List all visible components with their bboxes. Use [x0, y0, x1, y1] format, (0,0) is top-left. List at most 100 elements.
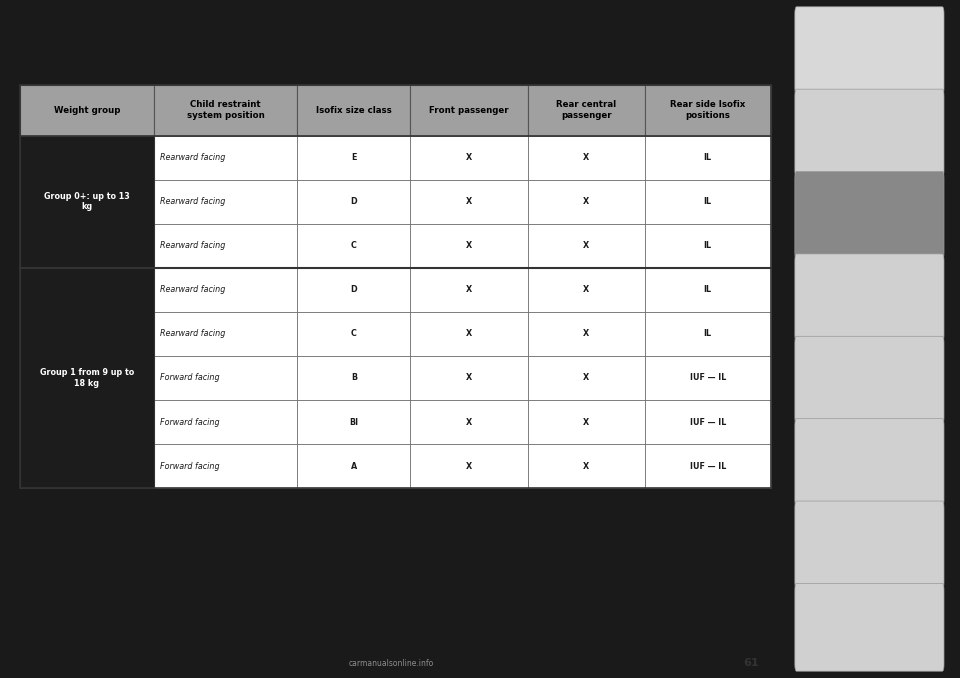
Bar	[410, 85, 528, 136]
Bar	[528, 180, 645, 224]
Text: Rear side Isofix
positions: Rear side Isofix positions	[670, 100, 745, 120]
Text: C: C	[351, 330, 357, 338]
Text: D: D	[350, 197, 357, 206]
Text: Rearward facing: Rearward facing	[160, 285, 226, 294]
Bar	[528, 224, 645, 268]
Bar	[528, 136, 645, 180]
FancyBboxPatch shape	[795, 418, 944, 506]
Text: X: X	[466, 374, 472, 382]
Bar	[19, 85, 771, 488]
Bar	[155, 136, 298, 180]
Bar	[298, 268, 410, 312]
Bar	[645, 180, 771, 224]
Text: IL: IL	[704, 285, 711, 294]
Text: Front passenger: Front passenger	[429, 106, 509, 115]
Bar	[410, 312, 528, 356]
Bar	[19, 400, 155, 444]
Bar	[410, 268, 528, 312]
Bar	[528, 356, 645, 400]
Text: X: X	[583, 285, 589, 294]
Text: IUF: suitable for specific Isofix type child restraint systems and approved for : IUF: suitable for specific Isofix type c…	[19, 574, 357, 580]
Text: Forward facing: Forward facing	[160, 374, 220, 382]
Text: The table below shows the different installation possibilities of Isofix child r: The table below shows the different inst…	[19, 44, 516, 64]
Text: Rearward facing: Rearward facing	[160, 153, 226, 162]
Bar	[528, 312, 645, 356]
Text: X: X	[466, 153, 472, 162]
Bar	[19, 136, 155, 180]
Bar	[19, 356, 155, 400]
Text: L: suitable for Isofix child restraint systems to be positioned rearward facing,: L: suitable for Isofix child restraint s…	[19, 522, 586, 529]
Text: BI: BI	[349, 418, 358, 426]
Text: X ISOFIX positions suitable for ISOFIX child restraint systems for this weight a: X ISOFIX positions suitable for ISOFIX c…	[19, 496, 359, 502]
Bar	[528, 85, 645, 136]
Text: X: X	[466, 197, 472, 206]
Bar	[155, 400, 298, 444]
Bar	[645, 85, 771, 136]
Text: Group 0+: up to 13
kg: Group 0+: up to 13 kg	[44, 192, 130, 212]
Bar	[298, 85, 410, 136]
Bar	[155, 85, 298, 136]
FancyBboxPatch shape	[795, 254, 944, 342]
Text: Child restraint
system position: Child restraint system position	[187, 100, 265, 120]
FancyBboxPatch shape	[795, 336, 944, 424]
Text: B: B	[350, 374, 357, 382]
Bar	[19, 136, 155, 268]
Text: Rearward facing: Rearward facing	[160, 330, 226, 338]
Text: X: X	[466, 418, 472, 426]
Text: 61: 61	[743, 658, 759, 668]
FancyBboxPatch shape	[795, 583, 944, 671]
Bar	[528, 444, 645, 488]
Bar	[645, 312, 771, 356]
FancyBboxPatch shape	[795, 172, 944, 260]
Bar	[155, 356, 298, 400]
Text: C: C	[351, 241, 357, 250]
Text: Weight group: Weight group	[54, 106, 120, 115]
Text: group.: group.	[19, 548, 49, 554]
FancyBboxPatch shape	[795, 501, 944, 589]
Text: X: X	[583, 197, 589, 206]
Text: IUF — IL: IUF — IL	[689, 418, 726, 426]
Bar	[298, 444, 410, 488]
Text: X: X	[466, 241, 472, 250]
Bar	[645, 268, 771, 312]
Text: X: X	[583, 241, 589, 250]
Bar	[410, 136, 528, 180]
Text: IL: IL	[704, 197, 711, 206]
Text: SUITABILITY OF PASSENGER SEATS FOR ISOFIX CHILD RESTRAINT SYSTEM USE: SUITABILITY OF PASSENGER SEATS FOR ISOFI…	[19, 19, 449, 29]
Text: IL: IL	[704, 330, 711, 338]
Text: Forward facing: Forward facing	[160, 418, 220, 426]
Text: Rearward facing: Rearward facing	[160, 197, 226, 206]
Bar	[645, 136, 771, 180]
Text: X: X	[583, 418, 589, 426]
Text: IUF — IL: IUF — IL	[689, 374, 726, 382]
Text: IL: IL	[704, 153, 711, 162]
Text: Rear central
passenger: Rear central passenger	[556, 100, 616, 120]
Bar	[298, 180, 410, 224]
Text: X: X	[466, 285, 472, 294]
Bar	[410, 224, 528, 268]
Bar	[19, 268, 155, 312]
Text: IUF — IL: IUF — IL	[689, 462, 726, 471]
Bar	[298, 356, 410, 400]
Bar	[19, 180, 155, 224]
Bar	[645, 224, 771, 268]
Bar	[19, 268, 155, 488]
Text: Isofix size class: Isofix size class	[316, 106, 392, 115]
Bar	[645, 356, 771, 400]
Bar	[645, 400, 771, 444]
Bar	[298, 224, 410, 268]
Bar	[155, 268, 298, 312]
Bar	[19, 85, 155, 136]
Bar	[155, 312, 298, 356]
Text: Forward facing: Forward facing	[160, 462, 220, 471]
Bar	[155, 180, 298, 224]
Bar	[410, 444, 528, 488]
Text: carmanualsonline.info: carmanualsonline.info	[348, 659, 434, 668]
Bar	[410, 180, 528, 224]
Bar	[410, 400, 528, 444]
Bar	[19, 444, 155, 488]
Bar	[645, 444, 771, 488]
Text: A: A	[350, 462, 357, 471]
Text: IL: IL	[704, 241, 711, 250]
Bar	[155, 224, 298, 268]
